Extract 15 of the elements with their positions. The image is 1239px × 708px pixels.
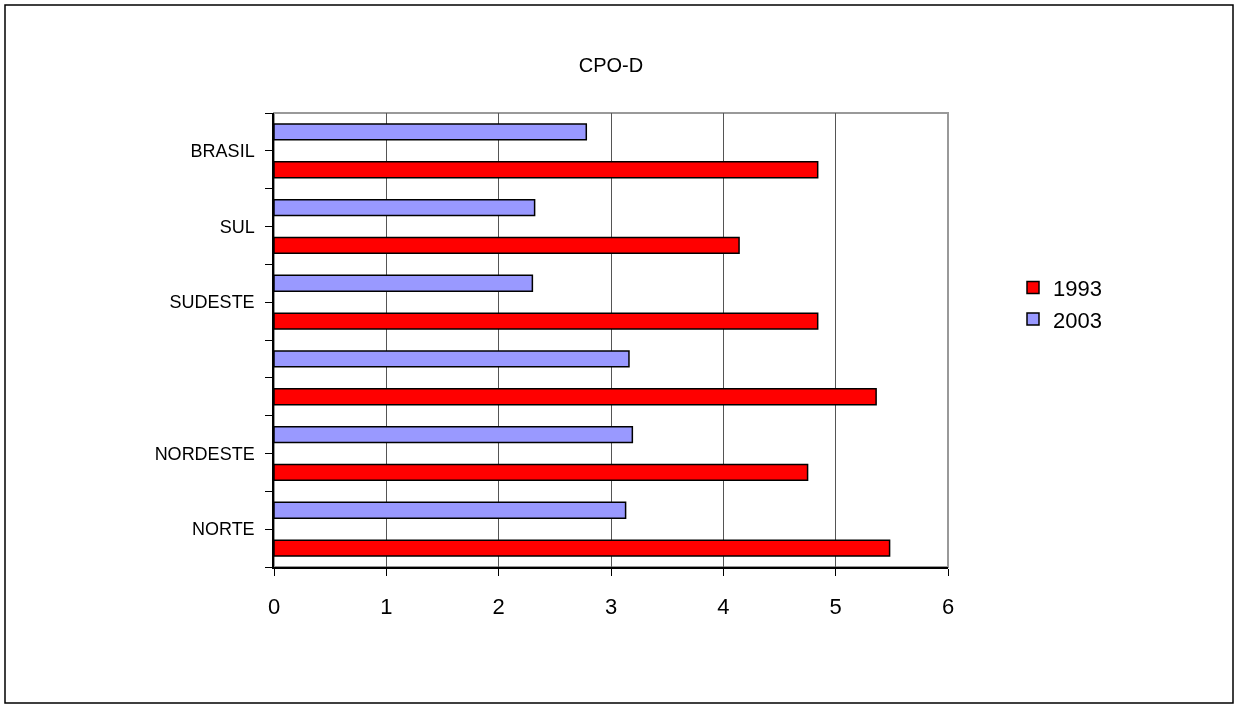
x-tick-label: 6: [941, 594, 955, 620]
x-tick-label: 0: [267, 594, 281, 620]
y-tick-label: SUL: [219, 216, 255, 237]
x-tick-label: 1: [380, 594, 393, 620]
y-tick-label: BRASIL: [190, 141, 255, 162]
x-tick-label: 4: [717, 594, 730, 620]
y-tick-label: NORDESTE: [154, 443, 255, 464]
y-tick-label: SUDESTE: [169, 292, 255, 313]
x-tick-label: 2: [492, 594, 505, 620]
x-tick-label: 3: [604, 594, 618, 620]
y-tick-label: NORTE: [191, 519, 255, 540]
chart-title: CPO-D: [578, 54, 644, 76]
x-tick-label: 5: [829, 594, 842, 620]
legend-label: 1993: [1053, 276, 1102, 302]
legend-label: 2003: [1053, 307, 1102, 333]
